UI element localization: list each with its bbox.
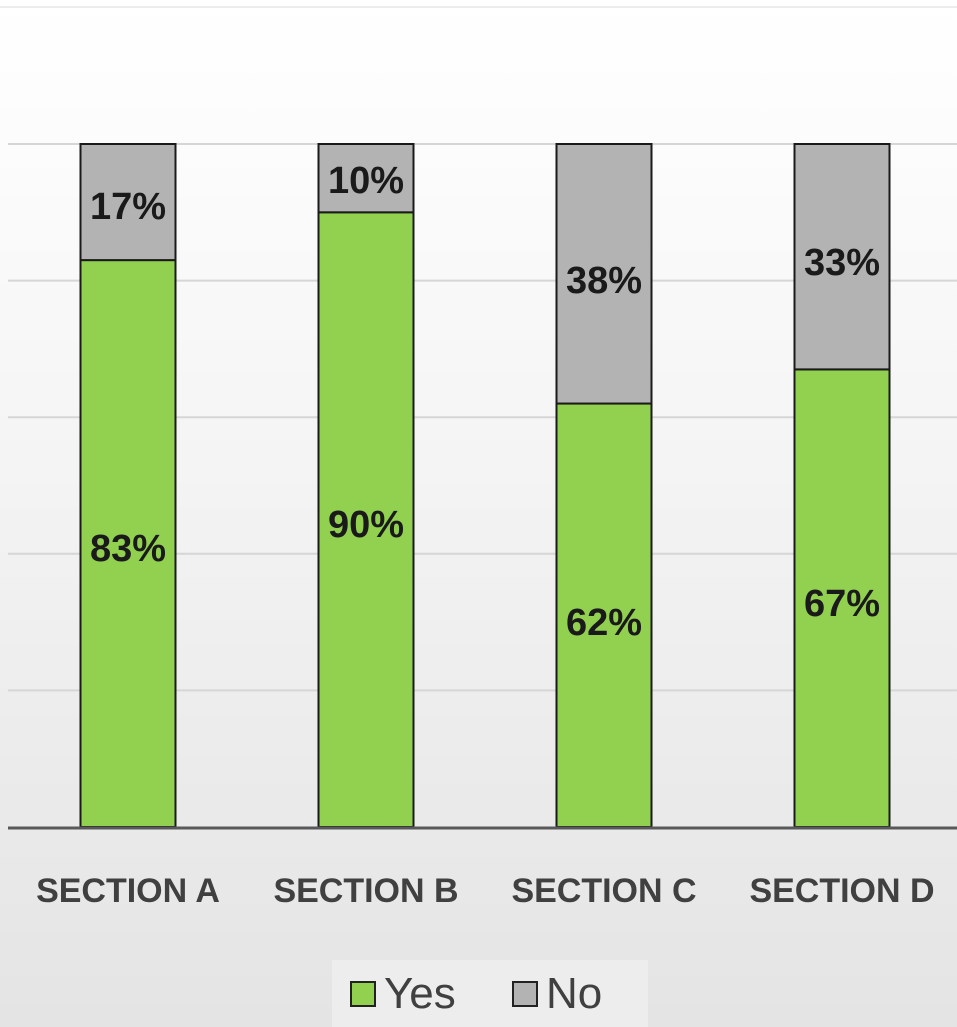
chart-plot: 83% 17% 90% 10% 62% 38% 67% 33% SECTION A SECTION… [8,143,957,910]
category-label-1: SECTION A [36,872,220,910]
bar-no-1 [79,143,177,262]
bar-no-4 [793,143,891,371]
data-label-no-2: 10% [328,160,404,202]
legend-label-yes: Yes [384,968,456,1018]
legend: Yes No [332,960,648,1027]
category-label-2: SECTION B [273,872,458,910]
top-border-line [0,6,957,8]
legend-item-yes: Yes [350,960,456,1027]
data-label-no-1: 17% [90,186,166,228]
bar-yes-1 [79,259,177,828]
bar-yes-4 [793,368,891,828]
data-label-yes-2: 90% [328,504,404,546]
data-label-no-4: 33% [804,242,880,284]
data-label-no-3: 38% [566,260,642,302]
data-label-yes-3: 62% [566,602,642,644]
legend-swatch-yes [350,980,376,1007]
data-label-yes-4: 67% [804,583,880,625]
legend-item-no: No [512,960,602,1027]
legend-label-no: No [546,968,603,1018]
data-label-yes-1: 83% [90,528,166,570]
legend-swatch-no [512,980,538,1007]
category-label-3: SECTION C [511,872,696,910]
bar-no-2 [317,143,415,214]
category-label-4: SECTION D [749,872,934,910]
bar-no-3 [555,143,653,405]
